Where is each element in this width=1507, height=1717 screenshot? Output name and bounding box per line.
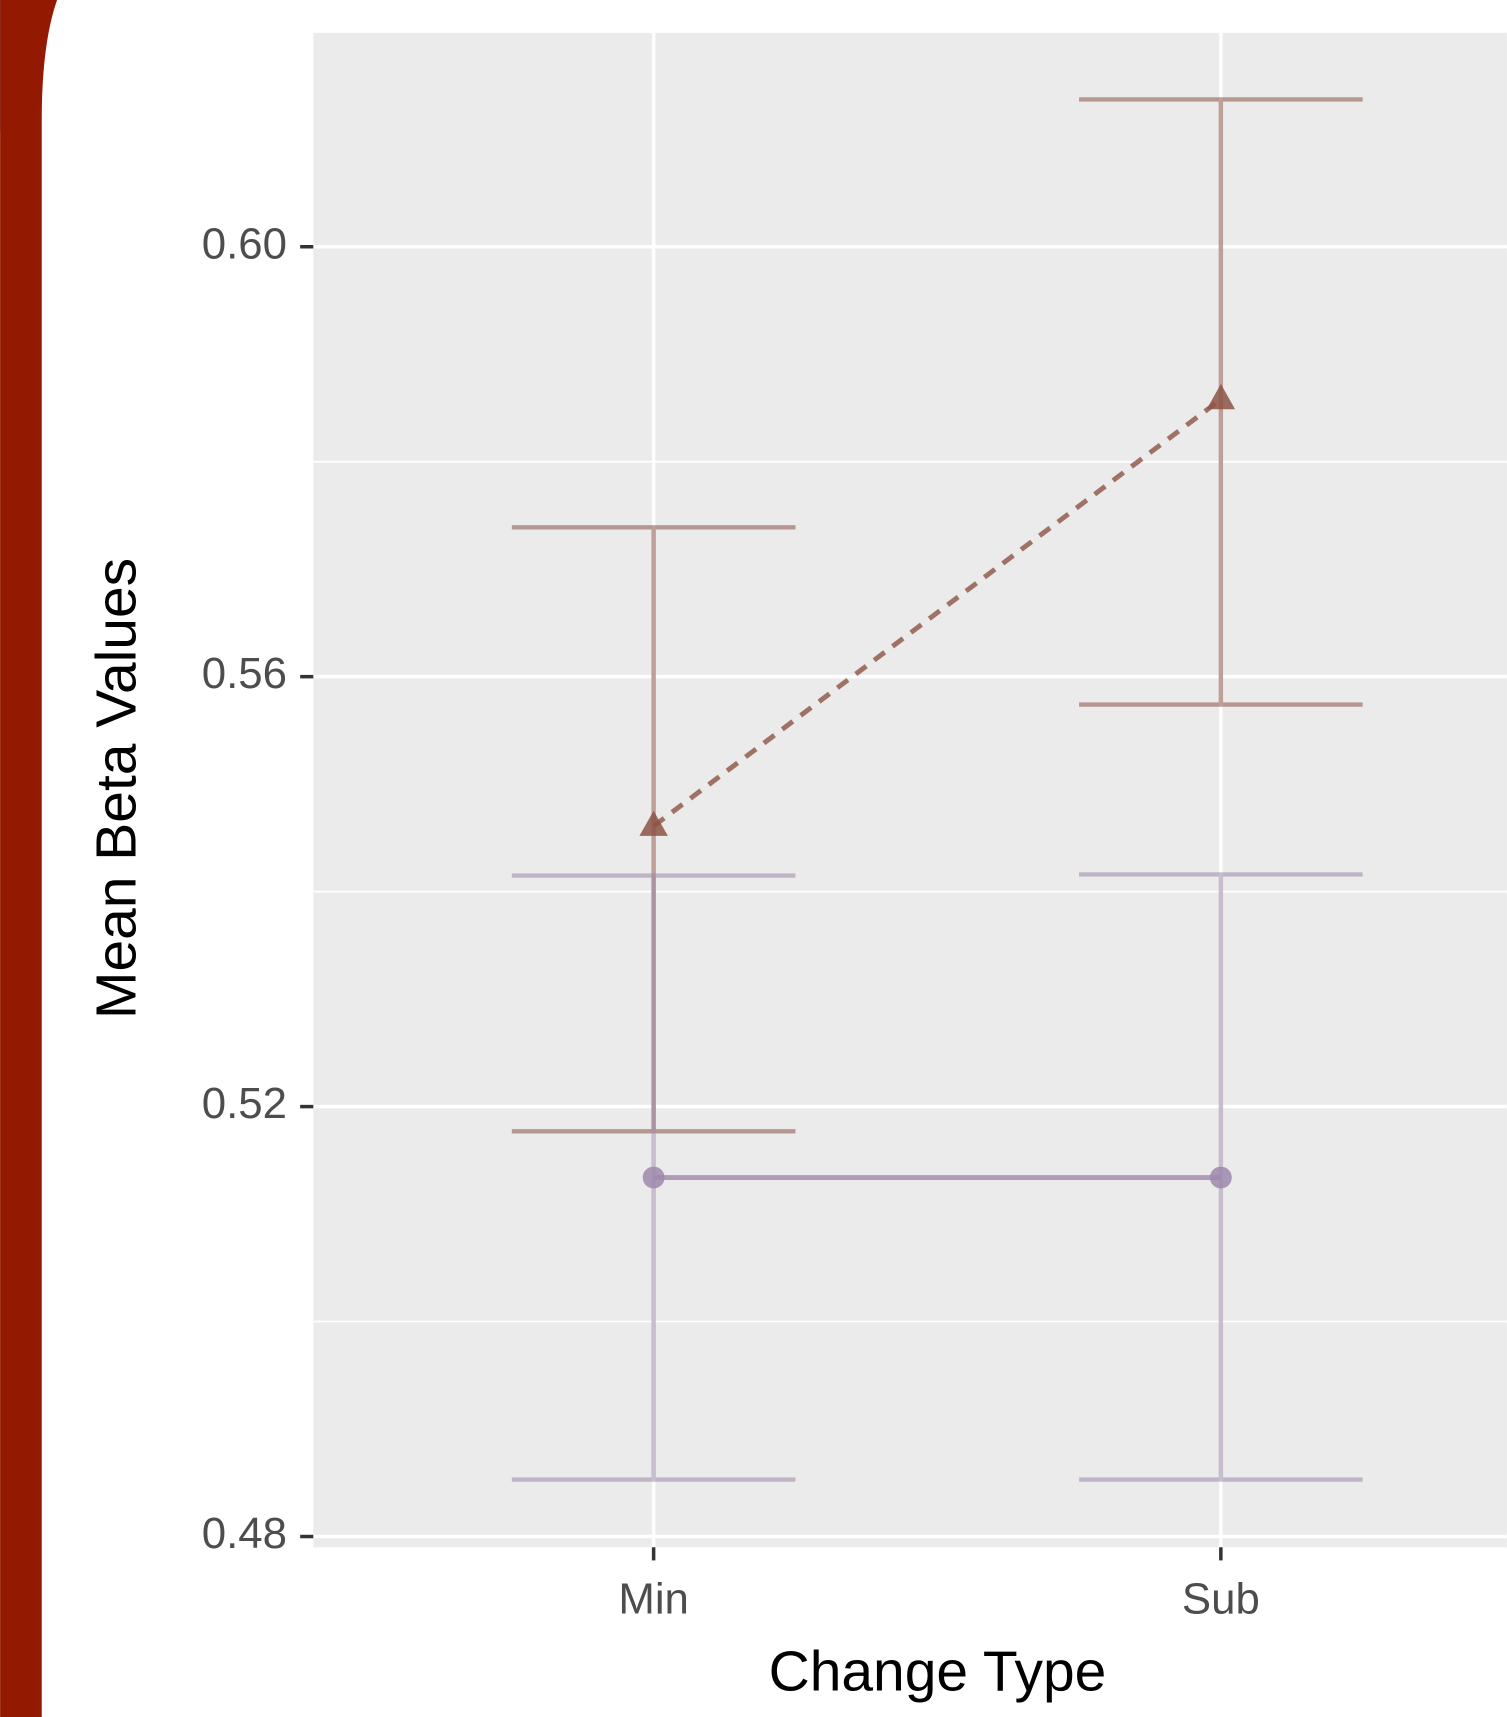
decoration [0, 0, 57, 1717]
x-tick-label: Min [618, 1575, 689, 1624]
x-tick-label: Sub [1182, 1575, 1260, 1624]
point [643, 1167, 665, 1189]
page: 0.48 0.52 0.56 0.60 Min Sub Change Type Mean … [0, 0, 1507, 1717]
y-tick-label: 0.52 [202, 1079, 287, 1128]
x-axis-title: Change Type [769, 1639, 1107, 1703]
y-tick-label: 0.60 [202, 219, 287, 268]
y-tick-label: 0.48 [202, 1509, 287, 1558]
point [1210, 1167, 1232, 1189]
y-axis-title: Mean Beta Values [85, 558, 149, 1019]
panel [313, 33, 1507, 1547]
y-tick-label: 0.56 [202, 649, 287, 698]
chart: 0.48 0.52 0.56 0.60 Min Sub Change Type Mean … [0, 0, 1507, 1717]
